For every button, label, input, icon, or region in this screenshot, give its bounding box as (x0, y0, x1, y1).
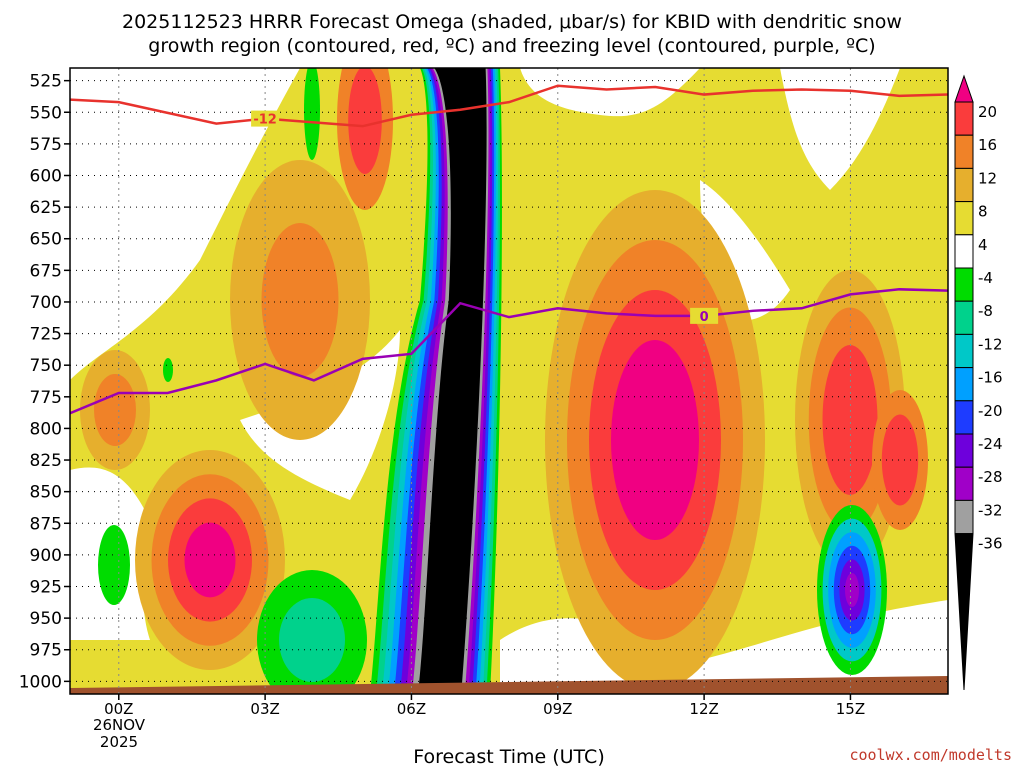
sinking-max-16z-ring-1 (881, 414, 919, 506)
x-tick-label-09Z: 09Z (543, 700, 572, 718)
sinking-max-15z-ring-2 (822, 345, 878, 495)
freezing-level-contour-line (70, 288, 948, 415)
colorbar-bottom-arrow (954, 533, 974, 691)
colorbar-segment-3 (954, 433, 974, 468)
colorbar-segment-9 (954, 234, 974, 269)
y-tick-label-575: 575 (30, 135, 62, 155)
y-tick-label-650: 650 (30, 230, 62, 250)
colorbar-label-12: -32 (978, 501, 1003, 519)
sinking-max-02z-ring-3 (184, 522, 236, 598)
y-tick-label-525: 525 (30, 72, 62, 92)
colorbar-label-8: -16 (978, 369, 1003, 387)
colorbar-label-10: -24 (978, 435, 1003, 453)
neutral-region-top-right (780, 68, 900, 190)
neutral-region-top (520, 68, 700, 117)
colorbar-segment-12 (954, 134, 974, 169)
y-tick-label-950: 950 (30, 609, 62, 629)
colorbar-label-1: 16 (978, 136, 997, 154)
y-tick-label-675: 675 (30, 261, 62, 281)
freezing-level-contour-label: 0 (700, 310, 709, 325)
colorbar-segment-5 (954, 367, 974, 402)
colorbar-segment-7 (954, 300, 974, 335)
sinking-max-top-ring-1 (348, 68, 382, 174)
colorbar-label-7: -12 (978, 335, 1003, 353)
upward-motion-00z-ring-0 (98, 525, 130, 605)
y-tick-label-700: 700 (30, 293, 62, 313)
y-tick-label-775: 775 (30, 388, 62, 408)
y-tick-label-600: 600 (30, 166, 62, 186)
colorbar-segment-10 (954, 201, 974, 236)
y-tick-label-975: 975 (30, 641, 62, 661)
colorbar-label-5: -4 (978, 269, 993, 287)
y-tick-label-625: 625 (30, 198, 62, 218)
dgz-contour-label: -12 (253, 113, 277, 128)
sinking-region-03z-ring-1 (261, 223, 339, 377)
y-tick-label-850: 850 (30, 483, 62, 503)
ground-terrain (70, 676, 948, 694)
x-axis-label: Forecast Time (UTC) (413, 746, 604, 768)
y-tick-label-750: 750 (30, 356, 62, 376)
upward-motion-top-ring-0 (304, 68, 320, 160)
colorbar-segment-11 (954, 167, 974, 203)
sinking-max-11z-ring-3 (611, 340, 699, 540)
colorbar: 20 16 12 8 4 -4 -8 -12 -16 -20 -24 -28 -32 -36 (954, 74, 1003, 691)
y-tick-label-825: 825 (30, 451, 62, 471)
dgz-contour-label-bg (251, 110, 280, 127)
colorbar-top-arrow (954, 74, 974, 103)
neutral-region-upper-left (70, 68, 300, 380)
colorbar-segment-4 (954, 400, 974, 435)
x-tick-label-15Z: 15Z (836, 700, 865, 718)
upward-motion-small-ring-0 (163, 358, 173, 382)
upward-motion-15z-ring-5 (845, 573, 859, 607)
credit-text: coolwx.com/modelts (849, 746, 1012, 764)
colorbar-segment-2 (954, 466, 974, 501)
y-tick-label-875: 875 (30, 514, 62, 534)
x-tick-label-00Z: 00Z (104, 700, 133, 718)
colorbar-label-6: -8 (978, 302, 993, 320)
x-date-label-line-2: 2025 (100, 733, 138, 751)
colorbar-label-11: -28 (978, 468, 1003, 486)
colorbar-label-13: -36 (978, 535, 1003, 553)
y-tick-label-800: 800 (30, 419, 62, 439)
upward-motion-04z-ring-1 (279, 598, 345, 682)
upward-core-level-8 (418, 68, 487, 694)
colorbar-label-3: 8 (978, 203, 988, 221)
plot-area (70, 68, 948, 694)
grid (70, 68, 948, 694)
x-tick-label-06Z: 06Z (397, 700, 426, 718)
colorbar-label-2: 12 (978, 169, 997, 187)
chart-title-line-2: growth region (contoured, red, ºC) and f… (148, 35, 875, 57)
sinking-max-00z-ring-1 (94, 374, 136, 446)
colorbar-segment-1 (954, 499, 974, 535)
chart-title-line-1: 2025112523 HRRR Forecast Omega (shaded, … (122, 11, 902, 33)
colorbar-label-4: 4 (978, 236, 988, 254)
y-tick-label-925: 925 (30, 578, 62, 598)
colorbar-segment-6 (954, 333, 974, 369)
y-tick-label-1000: 1000 (19, 672, 62, 692)
plot-frame (69, 67, 949, 695)
y-tick-label-725: 725 (30, 325, 62, 345)
colorbar-label-9: -20 (978, 402, 1003, 420)
contours: -12 0 (70, 84, 948, 415)
y-tick-label-550: 550 (30, 103, 62, 123)
dgz-contour-line (70, 84, 948, 128)
colorbar-segment-13 (954, 101, 974, 136)
colorbar-label-0: 20 (978, 103, 997, 121)
x-tick-label-03Z: 03Z (250, 700, 279, 718)
y-tick-label-900: 900 (30, 546, 62, 566)
freezing-level-contour-label-bg (690, 307, 719, 324)
axes: 525 550 575 600 625 650 675 700 725 750 775 800 825 8… (19, 72, 865, 718)
x-date-label-line-1: 26NOV (93, 716, 146, 734)
colorbar-segment-8 (954, 267, 974, 302)
x-tick-label-12Z: 12Z (689, 700, 718, 718)
